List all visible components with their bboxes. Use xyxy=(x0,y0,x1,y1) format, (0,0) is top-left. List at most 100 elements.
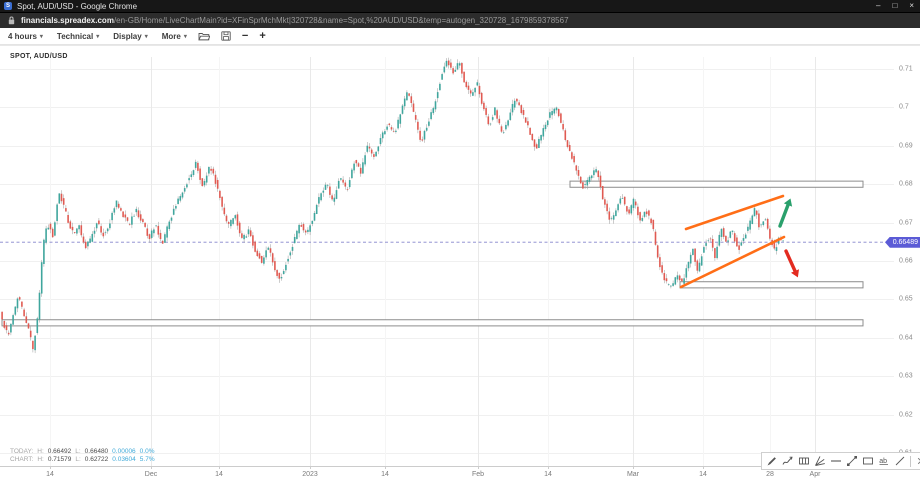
bullish-arrow[interactable] xyxy=(778,198,793,228)
candle xyxy=(428,121,430,126)
trend-fan-tool-icon[interactable] xyxy=(814,455,826,467)
candle xyxy=(269,248,272,253)
candle xyxy=(687,262,690,269)
candle xyxy=(476,82,479,86)
maximize-icon[interactable]: □ xyxy=(892,1,898,10)
candle xyxy=(551,111,553,116)
candle xyxy=(705,243,707,246)
candlestick-chart[interactable] xyxy=(0,45,920,484)
candle xyxy=(529,127,531,135)
candle xyxy=(408,93,410,96)
candle xyxy=(100,226,102,233)
candle xyxy=(311,220,314,224)
candle xyxy=(650,218,652,224)
technical-menu[interactable]: Technical ▾ xyxy=(56,31,100,41)
candle xyxy=(348,180,351,188)
candle xyxy=(698,262,701,272)
candle xyxy=(395,130,397,132)
time-tick-label: 28 xyxy=(766,471,774,478)
candle xyxy=(639,212,641,221)
candle xyxy=(113,208,116,213)
current-price-badge: 0.66489 xyxy=(885,236,920,248)
major-support-zone[interactable] xyxy=(1,319,864,327)
candle xyxy=(243,234,245,240)
candle xyxy=(709,238,712,240)
diagonal-line-tool-icon[interactable] xyxy=(894,455,906,467)
candle xyxy=(307,229,309,233)
candle xyxy=(487,116,490,125)
candle xyxy=(406,92,408,101)
candle xyxy=(40,262,43,294)
candle xyxy=(225,215,228,222)
candle xyxy=(432,108,435,114)
open-folder-icon[interactable] xyxy=(198,31,210,41)
more-menu[interactable]: More ▾ xyxy=(161,31,187,41)
candle xyxy=(14,306,17,315)
candle xyxy=(456,63,459,70)
candle xyxy=(146,228,149,236)
candle xyxy=(520,105,523,114)
bearish-arrow[interactable] xyxy=(784,249,800,278)
trend-channel[interactable] xyxy=(679,194,786,289)
support-zone[interactable] xyxy=(679,281,864,289)
minimize-icon[interactable]: – xyxy=(876,1,881,10)
time-tick-label: 14 xyxy=(381,471,389,478)
text-label-tool-icon[interactable]: ab xyxy=(878,455,890,467)
candle xyxy=(516,98,518,102)
save-icon[interactable] xyxy=(221,31,231,41)
zoom-in-button[interactable]: + xyxy=(259,29,266,42)
candle xyxy=(533,139,536,147)
candle xyxy=(584,184,586,185)
candle xyxy=(758,213,760,228)
candle xyxy=(452,68,454,74)
candle xyxy=(469,90,472,94)
candle xyxy=(755,210,758,215)
horizontal-line-tool-icon[interactable] xyxy=(830,455,842,467)
timeframe-menu[interactable]: 4 hours ▾ xyxy=(8,31,43,41)
candle xyxy=(342,179,344,183)
resistance-zone[interactable] xyxy=(569,180,864,188)
candle xyxy=(604,199,606,205)
candle xyxy=(49,223,52,230)
candle xyxy=(637,206,639,216)
candle xyxy=(742,238,745,241)
trend-line-tool-icon[interactable] xyxy=(846,455,858,467)
polyline-tool-icon[interactable] xyxy=(782,455,794,467)
candle xyxy=(71,226,74,231)
candle xyxy=(720,228,723,237)
url-bar[interactable]: financials.spreadex.com/en-GB/Home/LiveC… xyxy=(0,12,920,28)
candle xyxy=(320,193,322,201)
candle xyxy=(410,96,413,103)
candle xyxy=(91,233,94,242)
candle xyxy=(654,231,657,245)
close-icon[interactable]: × xyxy=(909,1,914,10)
candle xyxy=(652,219,655,230)
candle xyxy=(201,178,204,187)
zoom-out-button[interactable]: − xyxy=(241,29,249,42)
candle xyxy=(500,126,503,132)
close-tool-icon[interactable] xyxy=(915,455,920,467)
candle xyxy=(340,178,342,180)
time-tick-label: 2023 xyxy=(302,471,318,478)
candle xyxy=(678,275,681,281)
candle xyxy=(566,140,569,147)
window-title: Spot, AUD/USD - Google Chrome xyxy=(17,1,138,11)
candle xyxy=(612,215,615,220)
display-menu[interactable]: Display ▾ xyxy=(113,31,148,41)
candle xyxy=(643,211,646,217)
candle xyxy=(560,113,562,123)
pen-tool-icon[interactable] xyxy=(766,455,778,467)
fib-grid-tool-icon[interactable] xyxy=(798,455,810,467)
candle xyxy=(298,224,300,234)
chevron-down-icon: ▾ xyxy=(144,33,148,40)
rectangle-tool-icon[interactable] xyxy=(862,455,874,467)
candle xyxy=(597,170,600,178)
candle xyxy=(619,198,622,204)
candle xyxy=(425,127,428,131)
candle xyxy=(489,123,492,125)
candle xyxy=(744,234,747,239)
candle xyxy=(648,210,650,216)
candle xyxy=(764,219,767,221)
candle xyxy=(562,123,564,130)
candle xyxy=(271,253,274,263)
